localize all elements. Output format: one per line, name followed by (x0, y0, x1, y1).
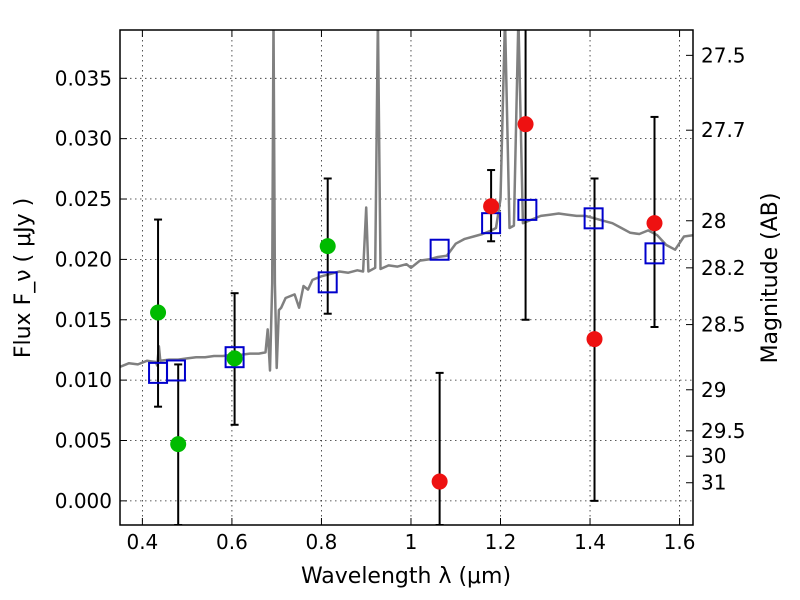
right-tick-label: 28.2 (701, 256, 746, 280)
right-tick-label: 27.5 (701, 43, 746, 67)
x-tick-label: 0.6 (216, 530, 248, 554)
spectrum-line (120, 30, 693, 372)
x-tick-label: 1.2 (485, 530, 517, 554)
photometry-point (646, 215, 663, 232)
right-tick-label: 27.7 (701, 118, 746, 142)
photometry-point (586, 331, 603, 348)
grid-lines (120, 30, 693, 525)
x-tick-label: 1.6 (664, 530, 696, 554)
y-tick-label: 0.010 (55, 368, 112, 392)
y-tick-label: 0.015 (55, 308, 112, 332)
photometry-point (319, 238, 336, 255)
x-axis-label: Wavelength λ (μm) (301, 564, 511, 589)
right-tick-label: 29.5 (701, 419, 746, 443)
right-tick-label: 31 (701, 471, 726, 495)
photometry-point (431, 473, 448, 490)
y-tick-label: 0.000 (55, 489, 112, 513)
y-tick-label: 0.025 (55, 187, 112, 211)
y-tick-label: 0.035 (55, 66, 112, 90)
model-photometry-square (429, 238, 450, 261)
model-photometry-square (165, 359, 186, 382)
photometry-point (170, 436, 187, 453)
x-tick-label: 1 (405, 530, 418, 554)
right-axis-label: Magnitude (AB) (758, 193, 783, 364)
x-tick-label: 1.4 (574, 530, 606, 554)
x-tick-label: 0.8 (306, 530, 338, 554)
right-tick-label: 28 (701, 209, 726, 233)
y-tick-label: 0.020 (55, 247, 112, 271)
photometry-point (150, 304, 167, 321)
model-photometry-square (644, 242, 665, 265)
model-photometry-square (317, 271, 338, 294)
y-tick-label: 0.005 (55, 428, 112, 452)
model-photometry-square (583, 207, 604, 230)
axis-ticks: 0.4 0.6 0.8 1 1.2 1.4 1.6 0.000 0.005 0.010 0.015 0… (55, 30, 746, 554)
right-tick-label: 29 (701, 378, 726, 402)
right-tick-label: 30 (701, 444, 726, 468)
plot-data (120, 30, 693, 525)
x-tick-label: 0.4 (126, 530, 158, 554)
model-photometry-square (224, 346, 245, 369)
photometry-point (483, 198, 500, 215)
y-tick-label: 0.030 (55, 127, 112, 151)
y-axis-label: Flux F_ν ( μJy ) (11, 198, 36, 358)
right-tick-label: 28.5 (701, 313, 746, 337)
photometry-point (517, 116, 534, 133)
photometry-point (226, 350, 243, 367)
plot-frame (119, 29, 694, 526)
model-photometry-square (517, 198, 538, 221)
